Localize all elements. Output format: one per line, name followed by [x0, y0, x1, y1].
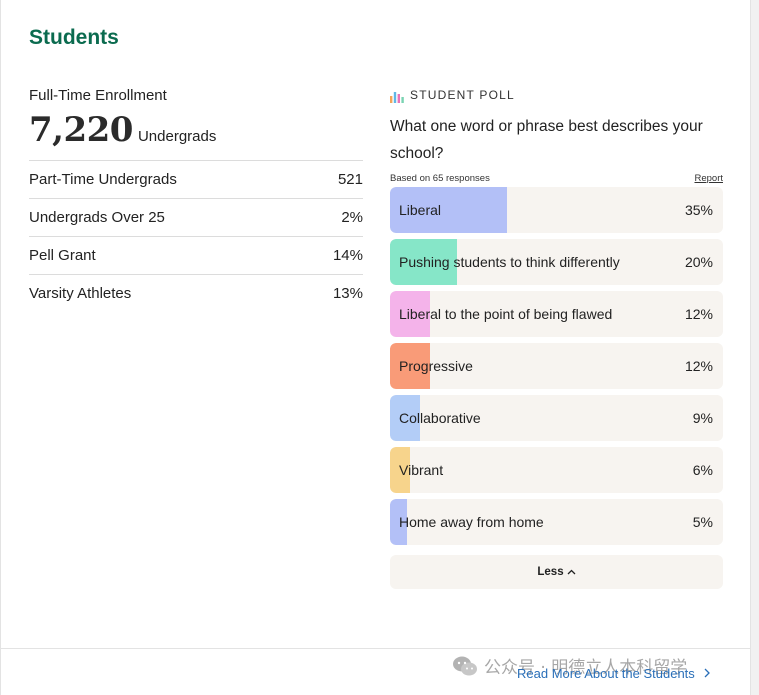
poll-option: Progressive 12%	[390, 343, 723, 389]
poll-option-label: Progressive	[399, 358, 473, 374]
poll-title: STUDENT POLL	[410, 88, 515, 102]
stat-label: Varsity Athletes	[29, 285, 132, 302]
chevron-right-icon	[704, 666, 711, 681]
poll-option-label: Vibrant	[399, 462, 444, 478]
poll-option-label: Liberal to the point of being flawed	[399, 306, 613, 322]
poll-option-label: Collaborative	[399, 410, 481, 426]
poll-option-bar	[390, 447, 410, 493]
student-poll: STUDENT POLL What one word or phrase bes…	[390, 87, 723, 589]
watermark-text: 公众号 · 明德立人本科留学	[484, 658, 688, 678]
poll-option-percent: 9%	[692, 410, 713, 426]
stat-row-varsity-athletes: Varsity Athletes 13%	[29, 275, 363, 312]
enrollment-panel: Full-Time Enrollment 7,220 Undergrads Pa…	[29, 86, 363, 312]
stats-list: Part-Time Undergrads 521 Undergrads Over…	[29, 160, 363, 312]
bar-chart-icon	[390, 90, 404, 103]
poll-option-percent: 12%	[684, 358, 713, 374]
chevron-up-icon	[567, 567, 576, 578]
enrollment-value: 7,220	[29, 110, 133, 150]
poll-question: What one word or phrase best describes y…	[390, 118, 703, 162]
poll-option-bar	[390, 395, 420, 441]
stat-row-part-time: Part-Time Undergrads 521	[29, 161, 363, 199]
poll-option-percent: 20%	[684, 254, 713, 270]
stat-value: 2%	[341, 209, 363, 226]
footer-divider	[1, 648, 750, 649]
poll-option-bar	[390, 187, 507, 233]
stat-value: 13%	[332, 285, 363, 302]
poll-option: Home away from home 5%	[390, 499, 723, 545]
poll-header: STUDENT POLL	[390, 87, 723, 103]
enrollment-figure: 7,220 Undergrads	[29, 110, 363, 150]
poll-meta: Based on 65 responses Report	[390, 170, 723, 186]
poll-option-bar	[390, 499, 407, 545]
stat-row-over-25: Undergrads Over 25 2%	[29, 199, 363, 237]
stat-label: Undergrads Over 25	[29, 209, 165, 226]
watermark: 公众号 · 明德立人本科留学	[452, 653, 687, 678]
poll-options: Liberal 35% Pushing students to think di…	[390, 187, 723, 545]
poll-option: Liberal 35%	[390, 187, 723, 233]
section-title: Students	[29, 26, 119, 49]
poll-option-percent: 12%	[684, 306, 713, 322]
stat-value: 14%	[332, 247, 363, 264]
poll-option-percent: 6%	[692, 462, 713, 478]
enrollment-unit: Undergrads	[137, 128, 217, 145]
less-button-label: Less	[537, 566, 564, 578]
wechat-icon	[452, 655, 478, 677]
poll-option: Pushing students to think differently 20…	[390, 239, 723, 285]
card-right-border	[750, 0, 751, 695]
poll-option: Collaborative 9%	[390, 395, 723, 441]
page-left-border	[0, 0, 1, 695]
scrollbar-track[interactable]	[751, 0, 759, 695]
stat-label: Pell Grant	[29, 247, 96, 264]
poll-option-label: Pushing students to think differently	[399, 254, 620, 270]
stat-label: Part-Time Undergrads	[29, 171, 177, 188]
stat-row-pell-grant: Pell Grant 14%	[29, 237, 363, 275]
enrollment-label: Full-Time Enrollment	[29, 87, 167, 104]
report-link[interactable]: Report	[694, 172, 723, 184]
read-more-label: Read More About the Students	[517, 666, 695, 681]
poll-option-bar	[390, 291, 430, 337]
poll-option: Vibrant 6%	[390, 447, 723, 493]
less-button[interactable]: Less	[390, 555, 723, 589]
poll-option-label: Liberal	[399, 202, 442, 218]
poll-option-percent: 35%	[684, 202, 713, 218]
poll-option: Liberal to the point of being flawed 12%	[390, 291, 723, 337]
poll-option-label: Home away from home	[399, 514, 544, 530]
poll-response-count: Based on 65 responses	[390, 172, 490, 184]
poll-option-bar	[390, 239, 457, 285]
poll-option-percent: 5%	[692, 514, 713, 530]
stat-value: 521	[337, 171, 363, 188]
read-more-link[interactable]: Read More About the Students	[517, 666, 711, 681]
poll-option-bar	[390, 343, 430, 389]
